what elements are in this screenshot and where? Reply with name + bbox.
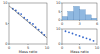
x-tick-label: 3 (78, 22, 80, 26)
point (20, 13, 22, 15)
point (93, 40, 95, 42)
point (65, 30, 67, 32)
y-tick-label: 0 (58, 18, 60, 22)
y-tick (8, 44, 9, 45)
point (86, 37, 88, 39)
hist-bar (74, 6, 80, 20)
plot-frame (62, 29, 97, 44)
point (89, 39, 91, 41)
y-tick (61, 44, 62, 45)
chart-canvas: 05100510Mass ratio03605100510010Mass rat… (0, 0, 100, 54)
marks (65, 30, 95, 41)
point (32, 23, 34, 25)
point (79, 35, 81, 37)
point (68, 31, 70, 33)
chart-1: 0 3 6 0 5 10 (56, 1, 98, 25)
x-tick-label: 10 (45, 46, 49, 50)
y-tick (8, 23, 9, 24)
x-tick-label: 10 (95, 46, 99, 50)
fit-line (9, 6, 47, 38)
y-tick-label: 5 (5, 22, 7, 26)
marks (9, 6, 47, 38)
y-tick-label: 10 (3, 1, 7, 5)
plot-frame (9, 3, 47, 44)
hist-bar (80, 10, 86, 20)
y-tick (61, 11, 62, 12)
y-tick-label: 10 (56, 27, 60, 31)
point (75, 34, 77, 36)
chart-0: 0 5 10 0 5 10 Mass ratio (3, 1, 49, 54)
x-tick-label: 0 (61, 22, 63, 26)
hist-bar (62, 17, 68, 20)
point (72, 33, 74, 35)
y-tick (61, 29, 62, 30)
hist-bar (68, 12, 74, 21)
hist-bar (85, 15, 91, 20)
chart-2: 0510010Mass ratio (56, 27, 99, 53)
x-tick-label: 0 (61, 46, 63, 50)
x-axis-label: Mass ratio (19, 50, 37, 54)
plot-frame (62, 3, 97, 20)
point (82, 36, 84, 38)
marks (62, 6, 97, 20)
x-axis-label: Mass ratio (70, 50, 88, 54)
y-tick-label: 0 (5, 42, 7, 46)
y-tick (61, 20, 62, 21)
y-tick-label: 5 (58, 10, 60, 14)
y-tick (61, 3, 62, 4)
y-tick (8, 3, 9, 4)
x-tick-label: 6 (96, 22, 98, 26)
y-tick-label: 10 (56, 1, 60, 5)
y-tick-label: 0 (58, 42, 60, 46)
hist-bar (91, 18, 97, 20)
x-tick-label: 5 (27, 46, 29, 50)
x-tick-label: 0 (8, 46, 10, 50)
